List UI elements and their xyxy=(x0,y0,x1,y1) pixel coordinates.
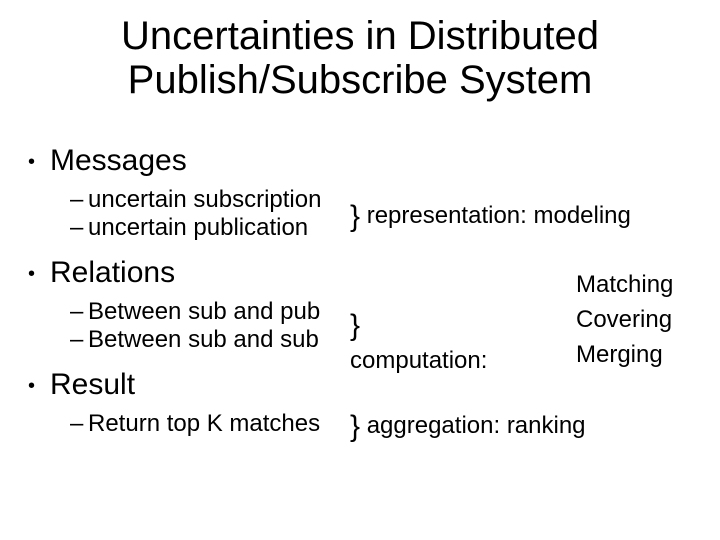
relations-items: –Between sub and pub –Between sub and su… xyxy=(70,298,320,354)
messages-annotation: } representation: modeling xyxy=(350,200,631,234)
dash-icon: – xyxy=(70,410,88,438)
item-text: Between sub and sub xyxy=(88,326,319,353)
bullet-icon: • xyxy=(28,376,50,396)
item-text: Return top K matches xyxy=(88,410,320,437)
heading-result-text: Result xyxy=(50,368,135,401)
bullet-icon: • xyxy=(28,264,50,284)
relations-right-labels: Matching Covering Merging xyxy=(576,268,673,372)
title-line-1: Uncertainties in Distributed xyxy=(121,14,599,58)
dash-icon: – xyxy=(70,214,88,242)
dash-icon: – xyxy=(70,298,88,326)
bullet-icon: • xyxy=(28,152,50,172)
heading-relations: •Relations xyxy=(28,256,175,290)
heading-relations-text: Relations xyxy=(50,256,175,289)
slide-title: Uncertainties in Distributed Publish/Sub… xyxy=(0,0,720,102)
list-item: –Between sub and pub xyxy=(70,298,320,326)
messages-items: –uncertain subscription –uncertain publi… xyxy=(70,186,321,242)
item-text: uncertain publication xyxy=(88,214,308,241)
dash-icon: – xyxy=(70,186,88,214)
slide: Uncertainties in Distributed Publish/Sub… xyxy=(0,0,720,540)
messages-annotation-text: representation: modeling xyxy=(367,202,631,229)
list-item: –Between sub and sub xyxy=(70,326,320,354)
title-line-2: Publish/Subscribe System xyxy=(128,58,593,102)
result-annotation: } aggregation: ranking xyxy=(350,410,586,444)
list-item: –Return top K matches xyxy=(70,410,320,438)
right-label: Matching xyxy=(576,268,673,303)
dash-icon: – xyxy=(70,326,88,354)
right-label: Covering xyxy=(576,303,673,338)
brace-icon: } xyxy=(350,200,360,233)
list-item: –uncertain subscription xyxy=(70,186,321,214)
relations-annotation: } computation: xyxy=(350,306,487,376)
result-annotation-text: aggregation: ranking xyxy=(367,412,586,439)
list-item: –uncertain publication xyxy=(70,214,321,242)
item-text: uncertain subscription xyxy=(88,186,321,213)
right-label: Merging xyxy=(576,338,673,373)
heading-result: •Result xyxy=(28,368,135,402)
heading-messages: •Messages xyxy=(28,144,187,178)
relations-annotation-text: computation: xyxy=(350,347,487,374)
brace-icon: } xyxy=(350,410,360,443)
result-items: –Return top K matches xyxy=(70,410,320,438)
brace-icon: } xyxy=(350,309,360,342)
item-text: Between sub and pub xyxy=(88,298,320,325)
heading-messages-text: Messages xyxy=(50,144,187,177)
